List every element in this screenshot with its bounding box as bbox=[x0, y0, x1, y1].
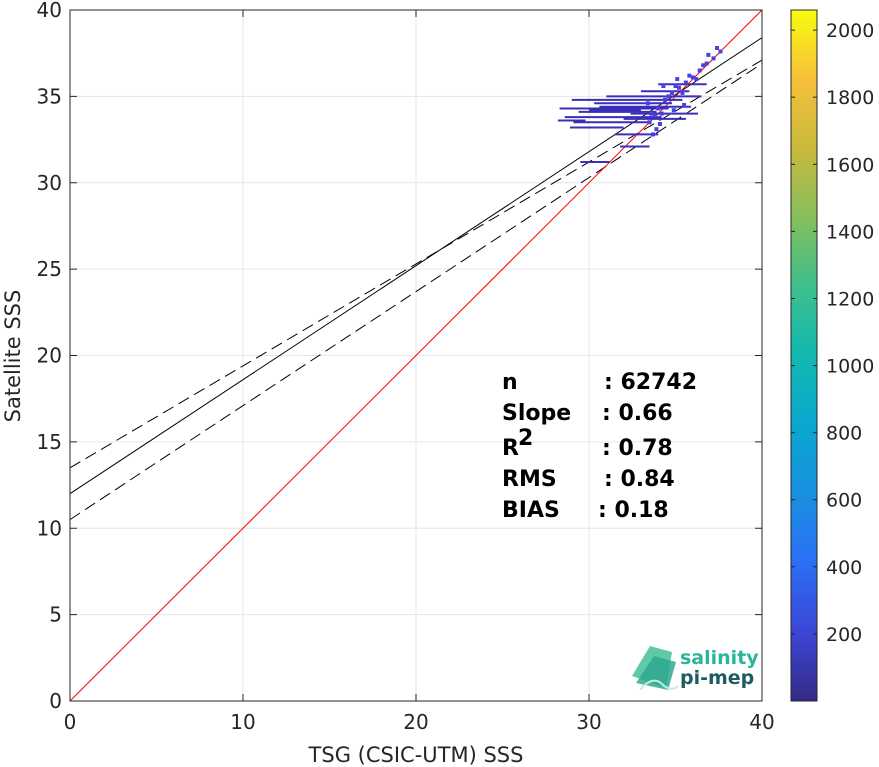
data-point-25 bbox=[661, 84, 666, 89]
data-point-21 bbox=[657, 122, 662, 127]
stat-label-4: BIAS bbox=[502, 498, 560, 523]
data-point-16 bbox=[680, 90, 685, 95]
stat-value-4: : 0.18 bbox=[598, 498, 669, 523]
colorbar-tick-label-4: 1000 bbox=[826, 356, 874, 378]
data-point-22 bbox=[671, 108, 676, 113]
y-axis-title: Satellite SSS bbox=[1, 290, 25, 423]
stat-label-3: RMS bbox=[502, 467, 557, 492]
x-tick-label-4: 40 bbox=[749, 710, 774, 734]
data-marks bbox=[557, 46, 723, 164]
data-point-9 bbox=[711, 56, 716, 61]
fit-bound-line-0 bbox=[69, 59, 763, 469]
colorbar-tick-label-6: 1400 bbox=[826, 221, 874, 243]
data-point-1 bbox=[656, 106, 661, 111]
colorbar-tick-label-8: 1800 bbox=[826, 87, 874, 109]
stat-value-1: : 0.66 bbox=[602, 401, 673, 426]
data-point-26 bbox=[675, 77, 680, 82]
y-tick-label-7: 35 bbox=[37, 84, 62, 108]
data-point-2 bbox=[663, 97, 668, 102]
salinity-pi-mep-logo: salinity pi-mep bbox=[632, 646, 759, 691]
stats-annotation: n : 62742 Slope : 0.66 R 2 : 0.78 RMS : 0.84 BIAS… bbox=[502, 370, 697, 523]
stat-label-1: Slope bbox=[502, 401, 571, 426]
data-point-14 bbox=[666, 94, 671, 99]
colorbar-tick-label-5: 1200 bbox=[826, 288, 874, 310]
y-tick-label-6: 30 bbox=[37, 171, 62, 195]
y-tick-label-4: 20 bbox=[37, 344, 62, 368]
colorbar-tick-label-7: 1600 bbox=[826, 154, 874, 176]
stat-value-2: : 0.78 bbox=[602, 436, 673, 461]
x-axis-title: TSG (CSIC-UTM) SSS bbox=[308, 743, 524, 767]
data-point-5 bbox=[683, 80, 688, 85]
data-point-17 bbox=[687, 73, 692, 78]
y-tick-label-8: 40 bbox=[37, 0, 62, 22]
logo-line1: salinity bbox=[680, 647, 759, 669]
data-point-12 bbox=[652, 113, 657, 118]
x-tick-label-1: 10 bbox=[230, 710, 255, 734]
data-point-24 bbox=[645, 101, 650, 106]
stat-value-3: : 0.84 bbox=[604, 467, 675, 492]
stat-label-2: R bbox=[502, 436, 519, 461]
data-point-0 bbox=[649, 111, 654, 116]
data-point-19 bbox=[701, 63, 706, 68]
data-point-28 bbox=[715, 46, 720, 51]
stat-label-0: n bbox=[502, 370, 518, 395]
y-axis: 0 5 10 15 20 25 30 35 40 bbox=[37, 0, 762, 713]
colorbar-tick-label-1: 400 bbox=[826, 557, 862, 579]
data-point-6 bbox=[690, 75, 695, 80]
data-point-18 bbox=[694, 77, 699, 82]
data-point-29 bbox=[654, 127, 659, 132]
fit-bound-line-1 bbox=[69, 63, 763, 521]
data-point-11 bbox=[647, 120, 652, 125]
y-tick-label-3: 15 bbox=[37, 430, 62, 454]
y-tick-label-1: 5 bbox=[49, 603, 62, 627]
x-tick-label-0: 0 bbox=[64, 710, 77, 734]
colorbar-tick-label-3: 800 bbox=[826, 423, 862, 445]
data-point-27 bbox=[706, 52, 711, 57]
data-point-7 bbox=[697, 68, 702, 73]
colorbar bbox=[790, 9, 818, 702]
x-tick-label-3: 30 bbox=[576, 710, 601, 734]
x-tick-label-2: 20 bbox=[403, 710, 428, 734]
data-point-20 bbox=[651, 132, 656, 137]
data-point-3 bbox=[670, 90, 675, 95]
colorbar-ticks: 200 400 600 800 1000 1200 1400 1600 1800 2000 bbox=[791, 20, 874, 646]
data-point-23 bbox=[682, 103, 687, 108]
data-point-4 bbox=[676, 85, 681, 90]
x-axis: 0 10 20 30 40 bbox=[64, 10, 775, 734]
data-point-8 bbox=[704, 61, 709, 66]
logo-line2: pi-mep bbox=[680, 667, 754, 689]
y-tick-label-0: 0 bbox=[49, 689, 62, 713]
colorbar-tick-label-9: 2000 bbox=[826, 20, 874, 42]
colorbar-tick-label-2: 600 bbox=[826, 490, 862, 512]
y-tick-label-5: 25 bbox=[37, 257, 62, 281]
data-point-10 bbox=[718, 49, 723, 54]
y-tick-label-2: 10 bbox=[37, 516, 62, 540]
data-point-15 bbox=[673, 84, 678, 89]
data-point-13 bbox=[659, 111, 664, 116]
stat-label-sup-2: 2 bbox=[518, 426, 533, 451]
identity-line bbox=[69, 9, 763, 702]
stat-value-0: : 62742 bbox=[604, 370, 697, 395]
colorbar-tick-label-0: 200 bbox=[826, 624, 862, 646]
